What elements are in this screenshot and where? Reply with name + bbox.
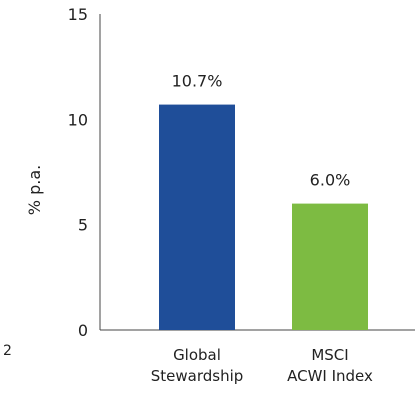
bar <box>292 203 368 330</box>
cropped-text-fragment: 2 <box>3 343 12 359</box>
category-labels: Global Stewardship MSCI ACWI Index <box>151 346 373 385</box>
y-tick-label: 5 <box>78 216 88 235</box>
y-axis-title: % p.a. <box>25 165 44 215</box>
y-axis: 0 5 10 15 <box>68 5 101 340</box>
x-category-label: ACWI Index <box>287 367 373 385</box>
y-tick-label: 15 <box>68 5 88 24</box>
data-labels: 10.7% 6.0% <box>172 72 351 190</box>
y-tick-label: 0 <box>78 321 88 340</box>
bars <box>159 104 368 330</box>
x-category-label: Global <box>173 346 221 364</box>
data-label: 6.0% <box>310 171 351 190</box>
x-category-label: MSCI <box>311 346 348 364</box>
y-tick-label: 10 <box>68 110 88 129</box>
data-label: 10.7% <box>172 72 223 91</box>
bar <box>159 104 235 330</box>
x-category-label: Stewardship <box>151 367 244 385</box>
